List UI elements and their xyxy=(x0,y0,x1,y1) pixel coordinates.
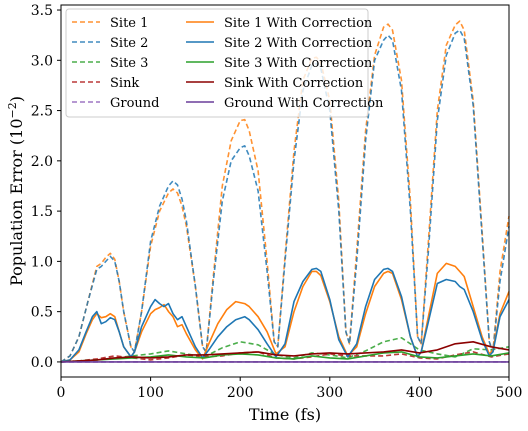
x-tick-label: 400 xyxy=(406,385,433,401)
y-tick-label: 2.5 xyxy=(31,104,53,120)
legend-label: Site 3 xyxy=(110,56,148,71)
legend-label: Site 2 xyxy=(110,36,148,51)
x-axis-ticks: 0 100 200 300 400 500 xyxy=(57,377,523,401)
series-line-site-3 xyxy=(60,337,510,363)
legend-label: Sink With Correction xyxy=(224,76,364,91)
legend-label: Site 2 With Correction xyxy=(224,36,373,51)
x-axis-label: Time (fs) xyxy=(249,405,321,424)
legend-item-site-2-with-correction: Site 2 With Correction xyxy=(186,36,373,51)
series-layer xyxy=(60,20,510,363)
legend-label: Ground xyxy=(110,96,160,111)
series-line-site-1-with-correction xyxy=(60,262,510,363)
x-tick-label: 100 xyxy=(137,385,164,401)
x-tick-label: 500 xyxy=(496,385,523,401)
series-line-sink-with-correction xyxy=(60,341,510,363)
legend-item-site-1-with-correction: Site 1 With Correction xyxy=(186,16,373,31)
plot-area xyxy=(60,20,510,363)
x-tick-label: 0 xyxy=(57,385,66,401)
y-axis-ticks: 0.0 0.5 1.0 1.5 2.0 2.5 3.0 3.5 xyxy=(31,3,61,371)
series-line-site-2 xyxy=(60,29,510,363)
legend-item-site-3: Site 3 xyxy=(72,56,148,71)
y-tick-label: 1.0 xyxy=(31,254,53,270)
legend: Site 1 Site 2 Site 3 Sink Ground Site 1 With … xyxy=(65,8,384,118)
x-tick-label: 200 xyxy=(227,385,254,401)
y-axis-label-close: ) xyxy=(7,96,26,102)
y-tick-label: 3.5 xyxy=(31,3,53,19)
y-axis-label: Population Error (10−2) xyxy=(6,96,26,286)
legend-item-ground-with-correction: Ground With Correction xyxy=(186,96,384,111)
y-tick-label: 3.0 xyxy=(31,53,53,69)
legend-item-ground: Ground xyxy=(72,96,160,111)
y-axis-label-exponent: −2 xyxy=(6,102,19,118)
legend-item-site-2: Site 2 xyxy=(72,36,148,51)
legend-label: Site 3 With Correction xyxy=(224,56,373,71)
legend-item-site-1: Site 1 xyxy=(72,16,148,31)
legend-item-sink-with-correction: Sink With Correction xyxy=(186,76,364,91)
y-tick-label: 1.5 xyxy=(31,204,53,220)
y-tick-label: 0.0 xyxy=(31,355,53,371)
legend-label: Sink xyxy=(110,76,139,91)
legend-label: Ground With Correction xyxy=(224,96,384,111)
legend-label: Site 1 xyxy=(110,16,148,31)
y-tick-label: 0.5 xyxy=(31,305,53,321)
legend-frame xyxy=(65,8,369,118)
x-tick-label: 300 xyxy=(316,385,343,401)
legend-label: Site 1 With Correction xyxy=(224,16,373,31)
legend-item-site-3-with-correction: Site 3 With Correction xyxy=(186,56,373,71)
legend-item-sink: Sink xyxy=(72,76,139,91)
y-axis-label-main: Population Error (10 xyxy=(7,119,26,286)
axes-frame xyxy=(60,4,510,378)
series-line-site-2-with-correction xyxy=(60,267,510,363)
y-tick-label: 2.0 xyxy=(31,154,53,170)
